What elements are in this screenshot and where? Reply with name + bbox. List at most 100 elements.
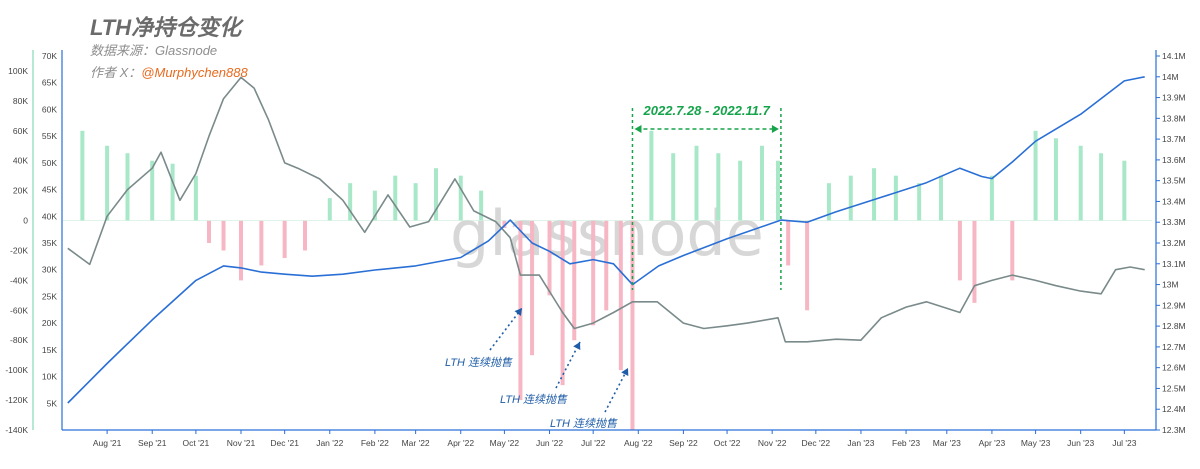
- selling-arrow: [604, 367, 629, 413]
- x-tick-label: Apr '22: [447, 438, 474, 448]
- netflow-bar: [694, 145, 699, 221]
- x-tick-label: Oct '22: [714, 438, 741, 448]
- price-tick-label: 40K: [42, 211, 57, 221]
- netflow-bar: [805, 220, 810, 311]
- netflow-bar: [560, 220, 565, 386]
- netflow-bar: [671, 153, 676, 221]
- netflow-bar: [591, 220, 596, 326]
- supply-tick-label: 13.6M: [1162, 155, 1186, 165]
- lth-supply-line: [67, 76, 1145, 404]
- selling-label: LTH 连续抛售: [500, 393, 568, 406]
- netflow-bar: [786, 220, 791, 266]
- netflow-bar: [150, 160, 155, 221]
- netflow-bar: [848, 175, 853, 221]
- netflow-bar: [759, 145, 764, 221]
- price-tick-label: 35K: [42, 238, 57, 248]
- price-tick-label: 10K: [42, 372, 57, 382]
- netflow-bar: [649, 130, 654, 221]
- netflow-bar: [282, 220, 287, 258]
- netflow-bar: [1078, 145, 1083, 221]
- netflow-bar: [530, 220, 535, 356]
- supply-tick-label: 13.9M: [1162, 93, 1186, 103]
- x-tick-label: Dec '21: [270, 438, 299, 448]
- price-tick-label: 70K: [42, 51, 57, 61]
- netflow-bar: [618, 220, 623, 371]
- netflow-bar: [206, 220, 211, 243]
- supply-tick-label: 13.8M: [1162, 113, 1186, 123]
- x-tick-label: May '22: [490, 438, 520, 448]
- selling-label: LTH 连续抛售: [550, 417, 618, 430]
- x-tick-label: Jun '22: [536, 438, 563, 448]
- chart-title: LTH净持仓变化: [90, 15, 242, 40]
- supply-tick-label: 12.8M: [1162, 321, 1186, 331]
- netflow-bar: [893, 175, 898, 221]
- x-tick-label: Aug '21: [93, 438, 122, 448]
- price-tick-label: 50K: [42, 158, 57, 168]
- price-tick-label: 65K: [42, 78, 57, 88]
- netflow-bar: [572, 220, 577, 341]
- x-tick-label: Sep '21: [138, 438, 167, 448]
- netflow-tick-label: 20K: [13, 186, 28, 196]
- price-tick-label: 25K: [42, 291, 57, 301]
- netflow-bar: [372, 190, 377, 221]
- netflow-bar: [348, 183, 353, 221]
- supply-tick-label: 13.4M: [1162, 196, 1186, 206]
- author-prefix: 作者 X：: [90, 65, 142, 80]
- supply-tick-label: 12.7M: [1162, 342, 1186, 352]
- x-tick-label: Jun '23: [1067, 438, 1094, 448]
- x-tick-label: Nov '22: [758, 438, 787, 448]
- x-tick-label: Jan '22: [316, 438, 343, 448]
- selling-arrow: [489, 307, 523, 351]
- netflow-bar: [1122, 160, 1127, 221]
- netflow-bar: [972, 220, 977, 303]
- supply-tick-label: 12.4M: [1162, 404, 1186, 414]
- netflow-bar: [125, 153, 130, 221]
- netflow-tick-label: -60K: [10, 305, 28, 315]
- netflow-tick-label: -20K: [10, 245, 28, 255]
- netflow-bar: [1033, 130, 1038, 221]
- x-tick-label: Dec '22: [802, 438, 831, 448]
- author-line: 作者 X：@Murphychen888: [90, 62, 248, 81]
- annotations: 2022.7.28 - 2022.11.7 LTH 连续抛售 LTH 连续抛售 LTH…: [445, 103, 782, 430]
- selling-arrowhead: [514, 308, 522, 316]
- selling-arrowhead: [621, 368, 629, 377]
- netflow-bar: [1099, 153, 1104, 221]
- netflow-tick-label: -80K: [10, 335, 28, 345]
- price-line: [67, 76, 1145, 343]
- supply-tick-label: 12.6M: [1162, 363, 1186, 373]
- x-tick-label: Jan '23: [847, 438, 874, 448]
- netflow-tick-label: 80K: [13, 96, 28, 106]
- price-tick-label: 5K: [47, 398, 58, 408]
- netflow-bar: [716, 153, 721, 221]
- netflow-bar: [259, 220, 264, 266]
- netflow-bars: [62, 130, 1152, 430]
- netflow-bar: [917, 183, 922, 221]
- price-tick-label: 55K: [42, 131, 57, 141]
- netflow-bar: [238, 220, 243, 281]
- netflow-bar: [170, 163, 175, 221]
- selling-arrowhead: [573, 342, 581, 351]
- author-handle[interactable]: @Murphychen888: [141, 65, 248, 80]
- supply-tick-label: 14.1M: [1162, 51, 1186, 61]
- supply-tick-label: 14M: [1162, 72, 1179, 82]
- netflow-bar: [105, 145, 110, 221]
- netflow-bar: [826, 183, 831, 221]
- selling-arrow: [555, 341, 581, 389]
- netflow-bar: [458, 175, 463, 221]
- price-tick-label: 15K: [42, 345, 57, 355]
- netflow-bar: [327, 198, 332, 221]
- x-tick-label: Mar '23: [933, 438, 961, 448]
- x-tick-label: Aug '22: [624, 438, 653, 448]
- netflow-bar: [413, 183, 418, 221]
- supply-tick-label: 13.5M: [1162, 176, 1186, 186]
- supply-tick-label: 13.3M: [1162, 217, 1186, 227]
- netflow-bar: [80, 130, 85, 221]
- x-tick-label: Jul '23: [1112, 438, 1137, 448]
- supply-tick-label: 12.5M: [1162, 383, 1186, 393]
- netflow-tick-label: -40K: [10, 275, 28, 285]
- netflow-bar: [479, 190, 484, 221]
- selling-label: LTH 连续抛售: [445, 356, 513, 369]
- netflow-bar: [1010, 220, 1015, 281]
- netflow-bar: [303, 220, 308, 251]
- range-arrow-left: [634, 125, 642, 133]
